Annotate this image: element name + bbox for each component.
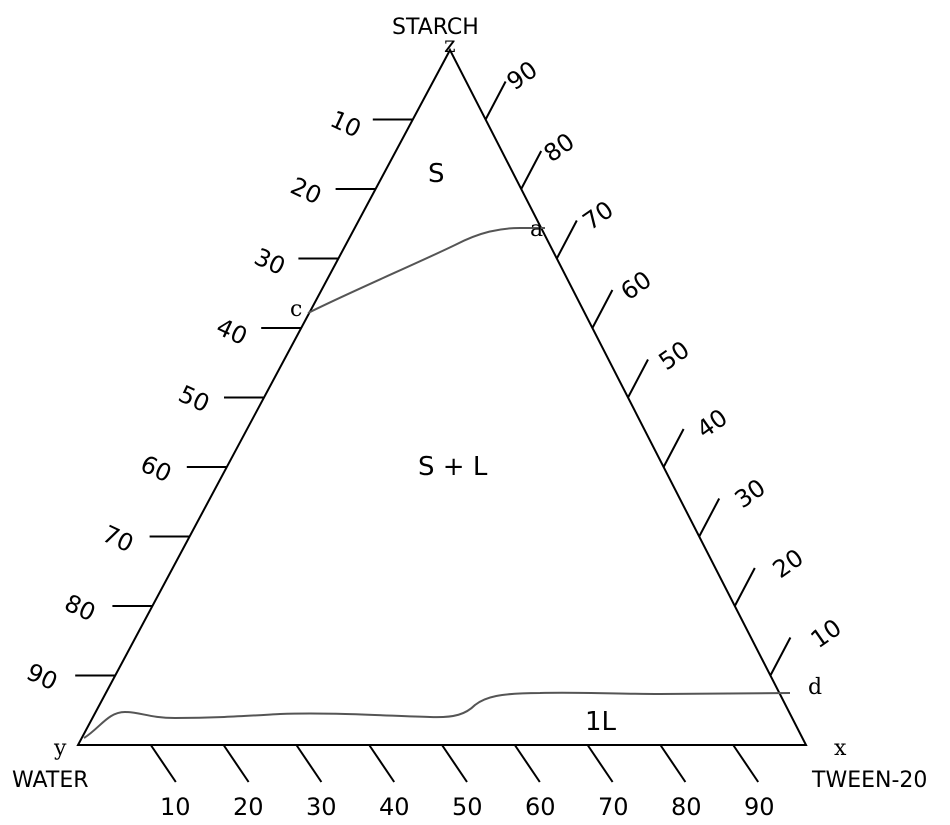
point-label-a: a <box>530 217 543 242</box>
right-tick-label: 90 <box>502 56 543 96</box>
bottom-tick-label: 80 <box>671 793 702 821</box>
bottom-axis-tick <box>659 744 687 783</box>
bottom-axis-tick <box>513 744 541 783</box>
vertex-letter-top: z <box>444 33 456 58</box>
right-axis-tick <box>698 498 721 537</box>
region-label-1l: 1L <box>585 707 617 737</box>
boundary-curve-c-a <box>307 227 545 314</box>
region-label-s-plus-l: S + L <box>418 452 488 482</box>
bottom-axis-tick <box>732 744 760 783</box>
left-tick-label: 70 <box>98 520 138 558</box>
left-tick-label: 10 <box>326 105 366 143</box>
right-tick-label: 40 <box>692 404 733 444</box>
bottom-tick-label: 20 <box>233 793 264 821</box>
right-axis-tick <box>591 289 614 329</box>
right-axis-tick <box>769 637 792 676</box>
right-tick-label: 60 <box>616 266 657 306</box>
right-axis-tick <box>627 359 649 398</box>
bottom-axis-tick <box>586 744 614 783</box>
right-axis-ticks <box>484 81 792 676</box>
right-axis-tick <box>484 81 507 120</box>
right-axis-tick <box>733 567 756 607</box>
right-tick-label: 80 <box>539 128 580 168</box>
right-tick-label: 70 <box>578 196 619 236</box>
bottom-axis-tick <box>441 744 468 783</box>
bottom-tick-label: 10 <box>160 793 191 821</box>
vertex-letter-left: y <box>53 736 67 761</box>
boundary-curve-1l <box>83 691 791 739</box>
bottom-axis-tick <box>295 744 323 783</box>
left-tick-label: 90 <box>22 658 62 696</box>
component-right-label: TWEEN-20 <box>811 768 927 793</box>
bottom-axis-tick <box>222 744 250 783</box>
right-axis-tick <box>520 150 543 190</box>
right-tick-label: 30 <box>730 474 771 514</box>
bottom-tick-label: 90 <box>744 793 775 821</box>
bottom-tick-label: 50 <box>452 793 483 821</box>
region-label-s: S <box>428 159 445 189</box>
point-label-c: c <box>290 297 302 322</box>
bottom-tick-label: 60 <box>525 793 556 821</box>
bottom-tick-label: 40 <box>379 793 410 821</box>
left-tick-label: 60 <box>136 450 176 488</box>
component-top-label: STARCH <box>392 15 479 40</box>
left-tick-label: 40 <box>212 313 252 351</box>
right-tick-label: 10 <box>806 614 847 654</box>
vertex-letter-right: x <box>834 736 847 761</box>
right-axis-tick <box>662 428 685 468</box>
left-tick-label: 50 <box>174 380 214 418</box>
bottom-tick-label: 70 <box>598 793 629 821</box>
right-tick-label: 20 <box>768 544 809 584</box>
component-left-label: WATER <box>12 768 89 793</box>
bottom-axis-tick <box>149 744 177 783</box>
bottom-axis-tick <box>368 744 396 783</box>
right-axis-tick <box>555 220 578 259</box>
left-tick-label: 30 <box>250 243 290 281</box>
bottom-axis-ticks <box>149 744 760 783</box>
left-axis-ticks <box>75 118 413 677</box>
left-tick-label: 20 <box>286 172 326 210</box>
left-tick-label: 80 <box>60 589 100 627</box>
right-tick-label: 50 <box>654 336 695 376</box>
point-label-d: d <box>808 675 822 700</box>
bottom-tick-label: 30 <box>306 793 337 821</box>
